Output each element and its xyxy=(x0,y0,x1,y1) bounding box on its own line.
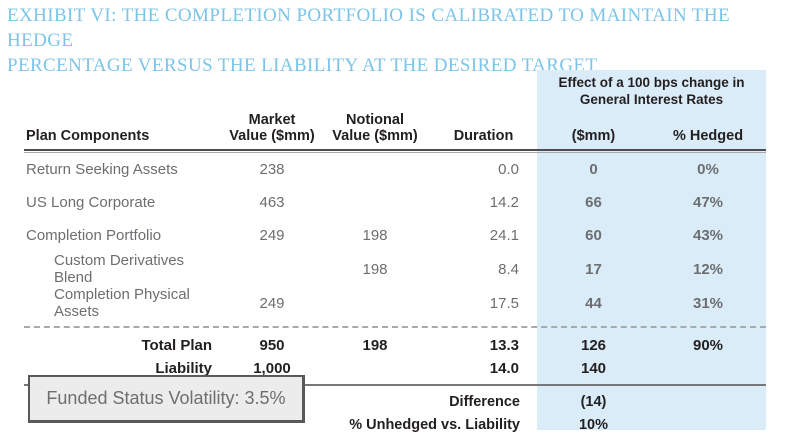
duration-value: 8.4 xyxy=(498,260,519,278)
pct-hedged-value xyxy=(650,357,766,380)
effect-header: Effect of a 100 bps change in General In… xyxy=(537,70,766,112)
market-value xyxy=(224,252,320,286)
effect-mm-value: 0 xyxy=(589,161,598,178)
plan-components-table: Effect of a 100 bps change in General In… xyxy=(24,70,767,436)
market-header-line2: Value ($mm) xyxy=(229,128,315,144)
effect-header-line1: Effect of a 100 bps change in xyxy=(558,75,745,90)
notional-value: 198 xyxy=(362,260,388,278)
effect-mm-value: 60 xyxy=(585,227,602,244)
effect-header-line2: General Interest Rates xyxy=(579,92,724,107)
effect-mm-value: 17 xyxy=(585,260,602,278)
table-row-custom-derivatives-blend: Custom Derivatives Blend 198 8.4 17 12% xyxy=(24,252,766,286)
effect-header-spacer xyxy=(24,70,537,112)
footer-row-label: Difference xyxy=(449,393,520,410)
market-value: 249 xyxy=(259,294,285,312)
effect-header-row: Effect of a 100 bps change in General In… xyxy=(24,70,766,112)
table-row-return-seeking-assets: Return Seeking Assets 238 0.0 0 0% xyxy=(24,153,766,186)
effect-mm-value: 126 xyxy=(580,337,607,354)
table-row-unhedged-vs-liability: % Unhedged vs. Liability 10% xyxy=(24,413,766,436)
pct-hedged-value: 90% xyxy=(692,337,724,354)
market-value: 249 xyxy=(259,227,285,244)
market-value: 1,000 xyxy=(253,360,291,377)
dashed-separator-row xyxy=(24,320,767,334)
column-header-market-value: Market Value ($mm) xyxy=(224,112,320,148)
plan-components-table-grid: Effect of a 100 bps change in General In… xyxy=(24,70,767,436)
effect-mm-value: 44 xyxy=(585,294,602,312)
interest-rate-effect-highlight-band xyxy=(537,70,766,430)
table-row-difference: Difference (14) xyxy=(24,390,766,413)
column-header-pct-hedged: % Hedged xyxy=(672,128,744,144)
unhedged-pct-value: 10% xyxy=(578,416,609,433)
exhibit-title: EXHIBIT VI: THE COMPLETION PORTFOLIO IS … xyxy=(7,3,787,78)
notional-value xyxy=(320,357,430,380)
row-label: Completion Portfolio xyxy=(26,227,162,244)
solid-separator-line xyxy=(24,384,767,386)
table-row-us-long-corporate: US Long Corporate 463 14.2 66 47% xyxy=(24,186,766,219)
column-header-plan-components: Plan Components xyxy=(26,128,150,144)
table-row-completion-portfolio: Completion Portfolio 249 198 24.1 60 43% xyxy=(24,219,766,252)
notional-value: 198 xyxy=(362,227,388,244)
exhibit-title-line1: EXHIBIT VI: THE COMPLETION PORTFOLIO IS … xyxy=(7,5,731,51)
market-value: 463 xyxy=(259,194,285,211)
column-header-duration: Duration xyxy=(453,128,514,144)
total-row-label: Total Plan xyxy=(141,337,212,354)
row-label: Return Seeking Assets xyxy=(26,161,178,178)
row-label: US Long Corporate xyxy=(26,194,156,211)
market-value: 238 xyxy=(259,161,285,178)
column-header-row: Plan Components Market Value ($mm) Notio… xyxy=(24,112,766,148)
notional-value xyxy=(320,153,430,186)
effect-mm-value: 66 xyxy=(585,194,602,211)
market-value: 950 xyxy=(259,337,285,354)
notional-value xyxy=(320,186,430,219)
pct-hedged-value: 43% xyxy=(692,227,724,244)
pct-hedged-value: 0% xyxy=(697,161,719,178)
row-label: Completion Physical Assets xyxy=(54,286,190,320)
pct-hedged-value: 31% xyxy=(692,294,724,312)
footer-row-label: % Unhedged vs. Liability xyxy=(349,416,520,433)
table-row-total-plan: Total Plan 950 198 13.3 126 90% xyxy=(24,334,766,357)
table-row-liability: Liability 1,000 14.0 140 xyxy=(24,357,766,380)
solid-separator-row xyxy=(24,380,767,390)
funded-status-volatility-callout: Funded Status Volatility: 3.5% xyxy=(28,375,305,423)
pct-hedged-value: 12% xyxy=(692,260,724,278)
duration-value: 17.5 xyxy=(489,294,519,312)
column-header-notional-value: Notional Value ($mm) xyxy=(320,112,430,148)
row-label: Custom Derivatives Blend xyxy=(54,252,185,286)
duration-value: 24.1 xyxy=(489,227,519,244)
duration-value: 0.0 xyxy=(498,161,519,178)
duration-value: 13.3 xyxy=(489,337,519,354)
notional-header-line2: Value ($mm) xyxy=(332,128,418,144)
market-header-line1: Market xyxy=(248,112,296,128)
header-rule-row xyxy=(24,148,767,153)
duration-value: 14.2 xyxy=(489,194,519,211)
notional-value: 198 xyxy=(362,337,388,354)
exhibit-title-line2: PERCENTAGE VERSUS THE LIABILITY AT THE D… xyxy=(7,55,598,76)
total-row-label: Liability xyxy=(155,360,212,377)
duration-value: 14.0 xyxy=(489,360,519,377)
header-divider-line xyxy=(24,148,767,153)
funded-status-volatility-label: Funded Status Volatility: 3.5% xyxy=(46,388,286,408)
difference-value-negative: (14) xyxy=(580,393,607,410)
effect-mm-value: 140 xyxy=(580,360,607,377)
table-row-completion-physical-assets: Completion Physical Assets 249 17.5 44 3… xyxy=(24,286,766,320)
dashed-separator-line xyxy=(24,326,767,328)
column-header-effect-mm: ($mm) xyxy=(571,128,616,144)
notional-value xyxy=(320,286,430,320)
pct-hedged-value: 47% xyxy=(692,194,724,211)
notional-header-line1: Notional xyxy=(346,112,404,128)
